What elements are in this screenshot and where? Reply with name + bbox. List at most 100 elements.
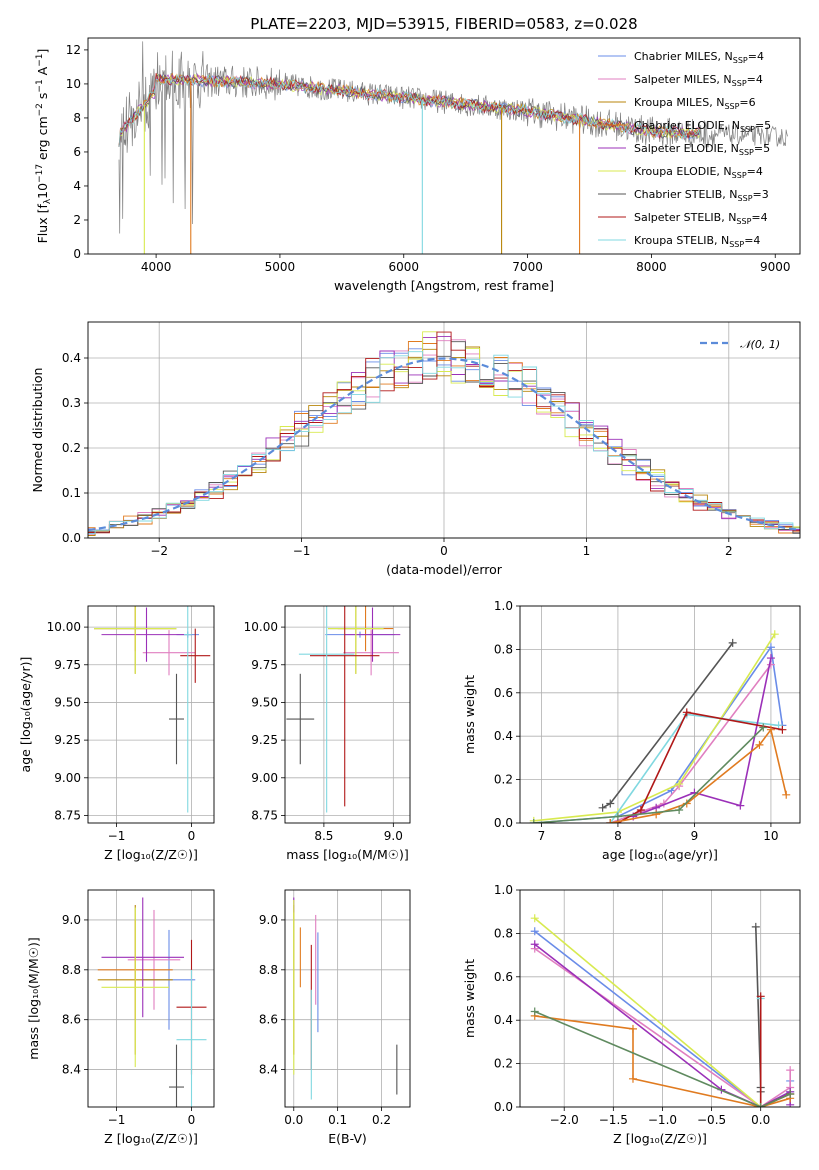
y-label-part: −1: [35, 79, 45, 92]
x-tick-label: −1: [293, 544, 311, 558]
mass-weight-marker: [613, 812, 622, 821]
y-tick-label: 0.6: [494, 686, 513, 700]
y-axis-label: mass [log₁₀(M/M☉)]: [26, 937, 41, 1059]
y-label-part: −17: [35, 164, 45, 183]
y-axis-label: age [log₁₀(age/yr)]: [18, 657, 33, 773]
mass-weight-marker: [728, 638, 737, 647]
y-tick-label: 8.75: [251, 808, 278, 822]
y-tick-label: 8.6: [62, 1013, 81, 1027]
legend-name: Salpeter MILES, N: [634, 73, 732, 86]
legend-name: Chabrier MILES, N: [634, 50, 733, 63]
legend-entry: Chabrier STELIB, NSSP=3: [634, 188, 769, 203]
x-axis-label: mass [log₁₀(M/M☉)]: [286, 847, 408, 862]
x-axis-label: (data-model)/error: [386, 562, 503, 577]
x-tick-label: −2.0: [550, 1113, 579, 1127]
x-tick-label: 7: [538, 829, 546, 843]
y-tick-label: 8.6: [259, 1013, 278, 1027]
y-axis-label: Normed distribution: [30, 368, 45, 493]
x-tick-label: −0.5: [697, 1113, 726, 1127]
y-axis-label: Flux [fλ10−17 erg cm−2 s−1 A−1]: [35, 49, 53, 244]
y-tick-label: 0.1: [62, 486, 81, 500]
axes-frame: [519, 605, 801, 824]
legend-entry: Salpeter MILES, NSSP=4: [634, 73, 763, 88]
mass-weight-marker: [782, 790, 791, 799]
y-tick-label: 9.50: [54, 695, 81, 709]
y-tick-label: 10: [66, 77, 81, 91]
legend-subscript: SSP: [732, 79, 747, 88]
axes-frame: [284, 605, 411, 824]
plot-area-age_vs_mass: [286, 606, 401, 813]
axes-residuals: −2 −1 0 1 2 0.0 0.1 0.2 0.3 0.4 (data-model)/error…: [30, 321, 801, 577]
mass-weight-marker: [756, 1103, 765, 1107]
legend-name: Salpeter STELIB, N: [634, 211, 736, 224]
legend-count: =4: [751, 211, 767, 224]
y-label-part: λ: [43, 198, 53, 204]
legend-count: =4: [747, 73, 763, 86]
axes-frame: [87, 321, 801, 539]
y-tick-label: 2: [73, 213, 81, 227]
mass-weight-marker: [598, 803, 607, 812]
mass-weight-marker: [675, 779, 684, 788]
y-tick-label: 9.0: [259, 913, 278, 927]
axes-mass_weight_vs_Z: −2.0 −1.5 −1.0 −0.5 0.0 0.0 0.2 0.4 0.6 0.8 1.0 Z […: [462, 883, 801, 1146]
legend-count: =4: [748, 50, 764, 63]
axes-mass_weight_vs_age: 7 8 9 10 0.0 0.2 0.4 0.6 0.8 1.0 age [log₁₀(age/yr…: [462, 599, 801, 862]
mass-weight-line: [533, 645, 784, 823]
x-axis-label: E(B-V): [328, 1131, 367, 1146]
x-tick-label: 10: [763, 829, 778, 843]
residual-histogram-step: [88, 341, 800, 534]
y-tick-label: 0.0: [494, 816, 513, 830]
y-axis-label: mass weight: [462, 675, 477, 754]
legend-subscript: SSP: [732, 171, 747, 180]
y-label-part: A: [35, 66, 50, 79]
x-tick-label: 5000: [265, 260, 296, 274]
residual-histogram-step: [88, 331, 800, 534]
x-axis-label: Z [log₁₀(Z/Z☉)]: [104, 1131, 198, 1146]
mass-weight-marker: [530, 1007, 539, 1016]
x-tick-label: −1: [108, 1113, 126, 1127]
y-tick-label: 0.4: [62, 351, 81, 365]
x-tick-label: 9000: [760, 260, 791, 274]
y-tick-label: 0.0: [494, 1100, 513, 1114]
y-tick-label: 8: [73, 111, 81, 125]
legend-subscript: SSP: [729, 240, 744, 249]
x-tick-label: 0: [188, 1113, 196, 1127]
y-tick-label: 0.0: [62, 531, 81, 545]
plot-area-age_vs_Z: [94, 606, 211, 813]
mass-weight-marker: [766, 654, 775, 663]
x-tick-label: 0.0: [751, 1113, 770, 1127]
y-label-part: Flux [f: [35, 204, 50, 244]
x-tick-label: 8: [614, 829, 622, 843]
y-tick-label: 10.00: [47, 620, 81, 634]
y-tick-label: 0.8: [494, 642, 513, 656]
mass-weight-marker: [529, 819, 538, 823]
legend-name: Kroupa MILES, N: [634, 96, 724, 109]
x-tick-label: 0.0: [284, 1113, 303, 1127]
mass-weight-marker: [675, 805, 684, 814]
y-tick-label: 8.8: [62, 963, 81, 977]
legend-count: =3: [753, 188, 769, 201]
residual-histogram-step: [88, 351, 800, 535]
y-tick-label: 0: [73, 247, 81, 261]
normal-distribution-curve: [88, 357, 800, 532]
mass-weight-marker: [751, 922, 760, 931]
legend-subscript: SSP: [738, 194, 753, 203]
legend-subscript: SSP: [736, 217, 751, 226]
mass-weight-marker: [606, 819, 615, 823]
mass-weight-line: [533, 726, 764, 823]
y-tick-label: 0.6: [494, 970, 513, 984]
y-tick-label: 9.25: [54, 733, 81, 747]
y-tick-label: 9.25: [251, 733, 278, 747]
y-label-part: ]: [35, 49, 50, 54]
legend-count: =5: [754, 142, 770, 155]
y-tick-label: 0.4: [494, 729, 513, 743]
legend-name: Kroupa STELIB, N: [634, 234, 729, 247]
y-tick-label: 12: [66, 43, 81, 57]
y-tick-label: 0.3: [62, 396, 81, 410]
mass-weight-marker: [628, 1024, 637, 1033]
x-tick-label: 9.0: [384, 829, 403, 843]
mass-weight-marker: [755, 740, 764, 749]
x-tick-label: −1.0: [648, 1113, 677, 1127]
mass-weight-marker: [682, 708, 691, 717]
